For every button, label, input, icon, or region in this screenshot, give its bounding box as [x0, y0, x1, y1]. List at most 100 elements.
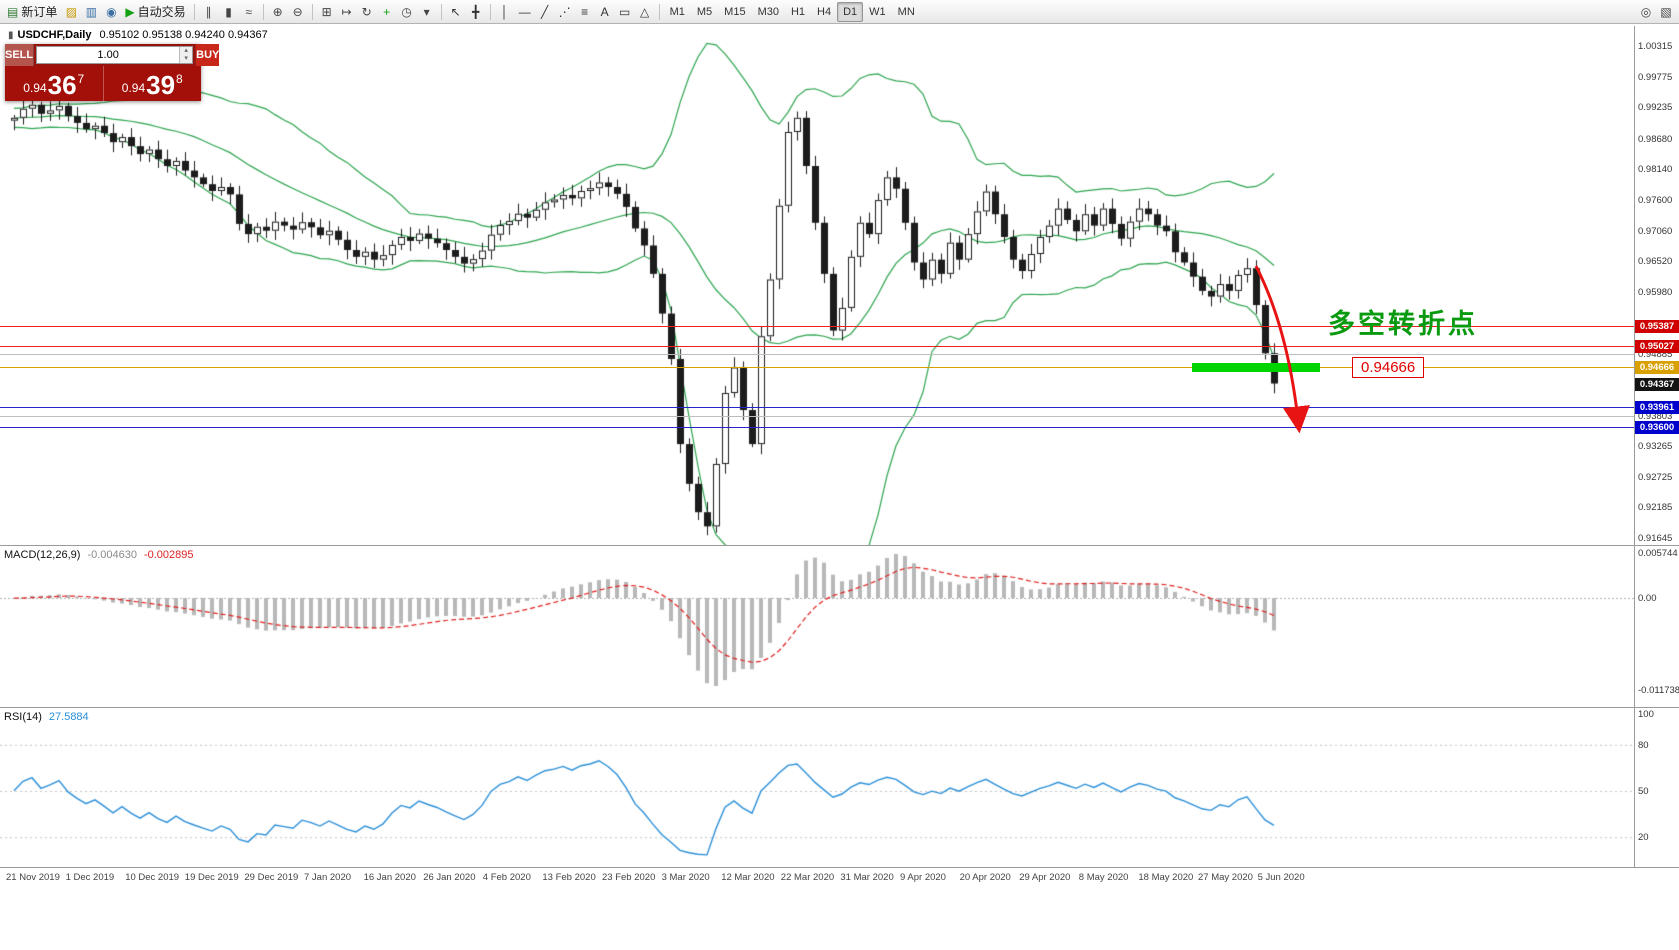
arrows-icon: △ — [639, 4, 650, 19]
indicators-button[interactable]: + — [377, 2, 397, 22]
horizontal-line-icon: ― — [518, 4, 531, 19]
crosshair-button[interactable]: ╋ — [466, 2, 486, 22]
metaeditor-icon: ▨ — [65, 4, 78, 19]
channel-icon: ⋰ — [558, 4, 571, 19]
navigator-icon: ◉ — [106, 4, 117, 19]
timeframe-h1-button[interactable]: H1 — [790, 5, 806, 18]
bar-chart-button[interactable]: ∥ — [199, 2, 219, 22]
price-axis-label: 0.91645 — [1638, 533, 1673, 545]
price-annotation-box[interactable]: 0.94666 — [1352, 357, 1425, 378]
text-button[interactable]: A — [595, 2, 615, 22]
price-axis-label: 0.92185 — [1638, 502, 1673, 514]
main-chart-canvas[interactable] — [0, 26, 1634, 545]
auto-scroll-button[interactable]: ↦ — [337, 2, 357, 22]
chart-title: ▮ USDCHF,Daily 0.95102 0.95138 0.94240 0.9… — [8, 29, 268, 41]
horizontal-line-button[interactable]: ― — [515, 2, 535, 22]
periods-button[interactable]: ◷ — [397, 2, 417, 22]
autotrading-button[interactable]: ▶ 自动交易 — [121, 2, 189, 22]
support-lower-line[interactable] — [0, 427, 1634, 428]
timeframe-d1-button[interactable]: D1 — [837, 1, 864, 22]
buy-price-button[interactable]: 0.94 39 8 — [104, 66, 202, 101]
macd-indicator-label: MACD(12,26,9) -0.004630 -0.002895 — [4, 549, 194, 561]
new-order-button[interactable]: ▤ 新订单 — [3, 2, 61, 22]
quick-nav-button[interactable]: ▧ — [1656, 2, 1676, 22]
time-axis-label: 1 Dec 2019 — [65, 872, 115, 883]
toolbar-separator — [658, 3, 660, 20]
navigator-button[interactable]: ◉ — [101, 2, 121, 22]
zoom-in-button[interactable]: ⊕ — [268, 2, 288, 22]
arrows-button[interactable]: △ — [635, 2, 655, 22]
chart-shift-button[interactable]: ↻ — [357, 2, 377, 22]
time-axis-label: 18 May 2020 — [1138, 872, 1194, 883]
time-axis-label: 22 Mar 2020 — [780, 872, 835, 883]
trendline-button[interactable]: ╱ — [535, 2, 555, 22]
line-chart-button[interactable]: ≈ — [239, 2, 259, 22]
volume-up-button[interactable]: ▴ — [180, 47, 193, 55]
templates-button[interactable]: ▾ — [417, 2, 437, 22]
sell-price-big: 36 — [47, 70, 77, 100]
rsi-panel-canvas[interactable] — [0, 708, 1634, 867]
volume-down-button[interactable]: ▾ — [180, 55, 193, 63]
tile-windows-button[interactable]: ⊞ — [317, 2, 337, 22]
cursor-button[interactable]: ↖ — [446, 2, 466, 22]
price-axis-label: 0.94885 — [1638, 349, 1673, 361]
highlight-bar[interactable] — [1192, 363, 1320, 372]
timeframe-w1-button[interactable]: W1 — [869, 5, 886, 18]
minor-level-upper-line[interactable] — [0, 354, 1634, 355]
candlestick-chart-button[interactable]: ▮ — [219, 2, 239, 22]
toolbar-separator — [440, 3, 442, 20]
zoom-out-button[interactable]: ⊖ — [288, 2, 308, 22]
buy-button[interactable]: BUY — [195, 44, 220, 66]
search-button[interactable]: ◎ — [1636, 2, 1656, 22]
support-upper-line[interactable] — [0, 407, 1634, 408]
current-price-badge: 0.94367 — [1635, 378, 1679, 391]
down-arrow-annotation[interactable] — [1232, 254, 1352, 454]
timeframe-m15-button[interactable]: M15 — [724, 5, 746, 18]
time-axis-label: 10 Dec 2019 — [125, 872, 180, 883]
metaeditor-button[interactable]: ▨ — [61, 2, 81, 22]
volume-input[interactable] — [37, 47, 180, 63]
fibonacci-button[interactable]: ≡ — [575, 2, 595, 22]
timeframe-mn-button[interactable]: MN — [897, 5, 915, 18]
timeframe-m30-button[interactable]: M30 — [757, 5, 779, 18]
market-watch-button[interactable]: ▥ — [81, 2, 101, 22]
time-axis-label: 29 Dec 2019 — [244, 872, 299, 883]
templates-icon: ▾ — [423, 4, 430, 19]
time-axis-label: 29 Apr 2020 — [1019, 872, 1071, 883]
chart-shift-icon: ↻ — [361, 4, 372, 19]
timeframe-m5-button[interactable]: M5 — [696, 5, 713, 18]
vertical-line-button[interactable]: │ — [495, 2, 515, 22]
time-axis-label: 8 May 2020 — [1078, 872, 1129, 883]
rsi-panel-separator[interactable] — [0, 707, 1679, 708]
resistance-upper-line[interactable] — [0, 326, 1634, 327]
time-axis-label: 23 Feb 2020 — [602, 872, 656, 883]
pivot-gold-line[interactable] — [0, 367, 1634, 368]
text-label-button[interactable]: ▭ — [615, 2, 635, 22]
macd-panel-separator[interactable] — [0, 545, 1679, 546]
quick-nav-icon: ▧ — [1660, 4, 1672, 19]
chart-type-icon: ▮ — [8, 30, 14, 41]
price-axis-label: 0.99775 — [1638, 71, 1673, 83]
time-axis-label: 13 Feb 2020 — [542, 872, 596, 883]
macd-panel-canvas[interactable] — [0, 546, 1634, 707]
time-axis-label: 12 Mar 2020 — [721, 872, 775, 883]
price-divider — [102, 66, 104, 101]
timeframe-h4-button[interactable]: H4 — [817, 5, 832, 18]
turning-point-text[interactable]: 多空转折点 — [1328, 309, 1478, 339]
resistance-lower-line[interactable] — [0, 346, 1634, 347]
channel-button[interactable]: ⋰ — [555, 2, 575, 22]
rsi-value: 27.5884 — [48, 711, 89, 723]
time-axis-label: 16 Jan 2020 — [363, 872, 416, 883]
buy-price-sup: 8 — [176, 72, 183, 86]
buy-price-big: 39 — [146, 70, 176, 100]
sell-button[interactable]: SELL — [5, 44, 35, 66]
minor-level-lower-line[interactable] — [0, 416, 1634, 417]
time-axis[interactable]: 21 Nov 2019 1 Dec 2019 10 Dec 2019 19 Dec 2… — [0, 867, 1679, 888]
pivot-gold-badge: 0.94666 — [1635, 361, 1679, 374]
crosshair-icon: ╋ — [471, 4, 480, 19]
sell-price-button[interactable]: 0.94 36 7 — [5, 66, 103, 101]
rsi-axis-label: 80 — [1638, 739, 1649, 751]
timeframe-m1-button[interactable]: M1 — [669, 5, 685, 18]
rsi-name: RSI(14) — [4, 711, 42, 723]
